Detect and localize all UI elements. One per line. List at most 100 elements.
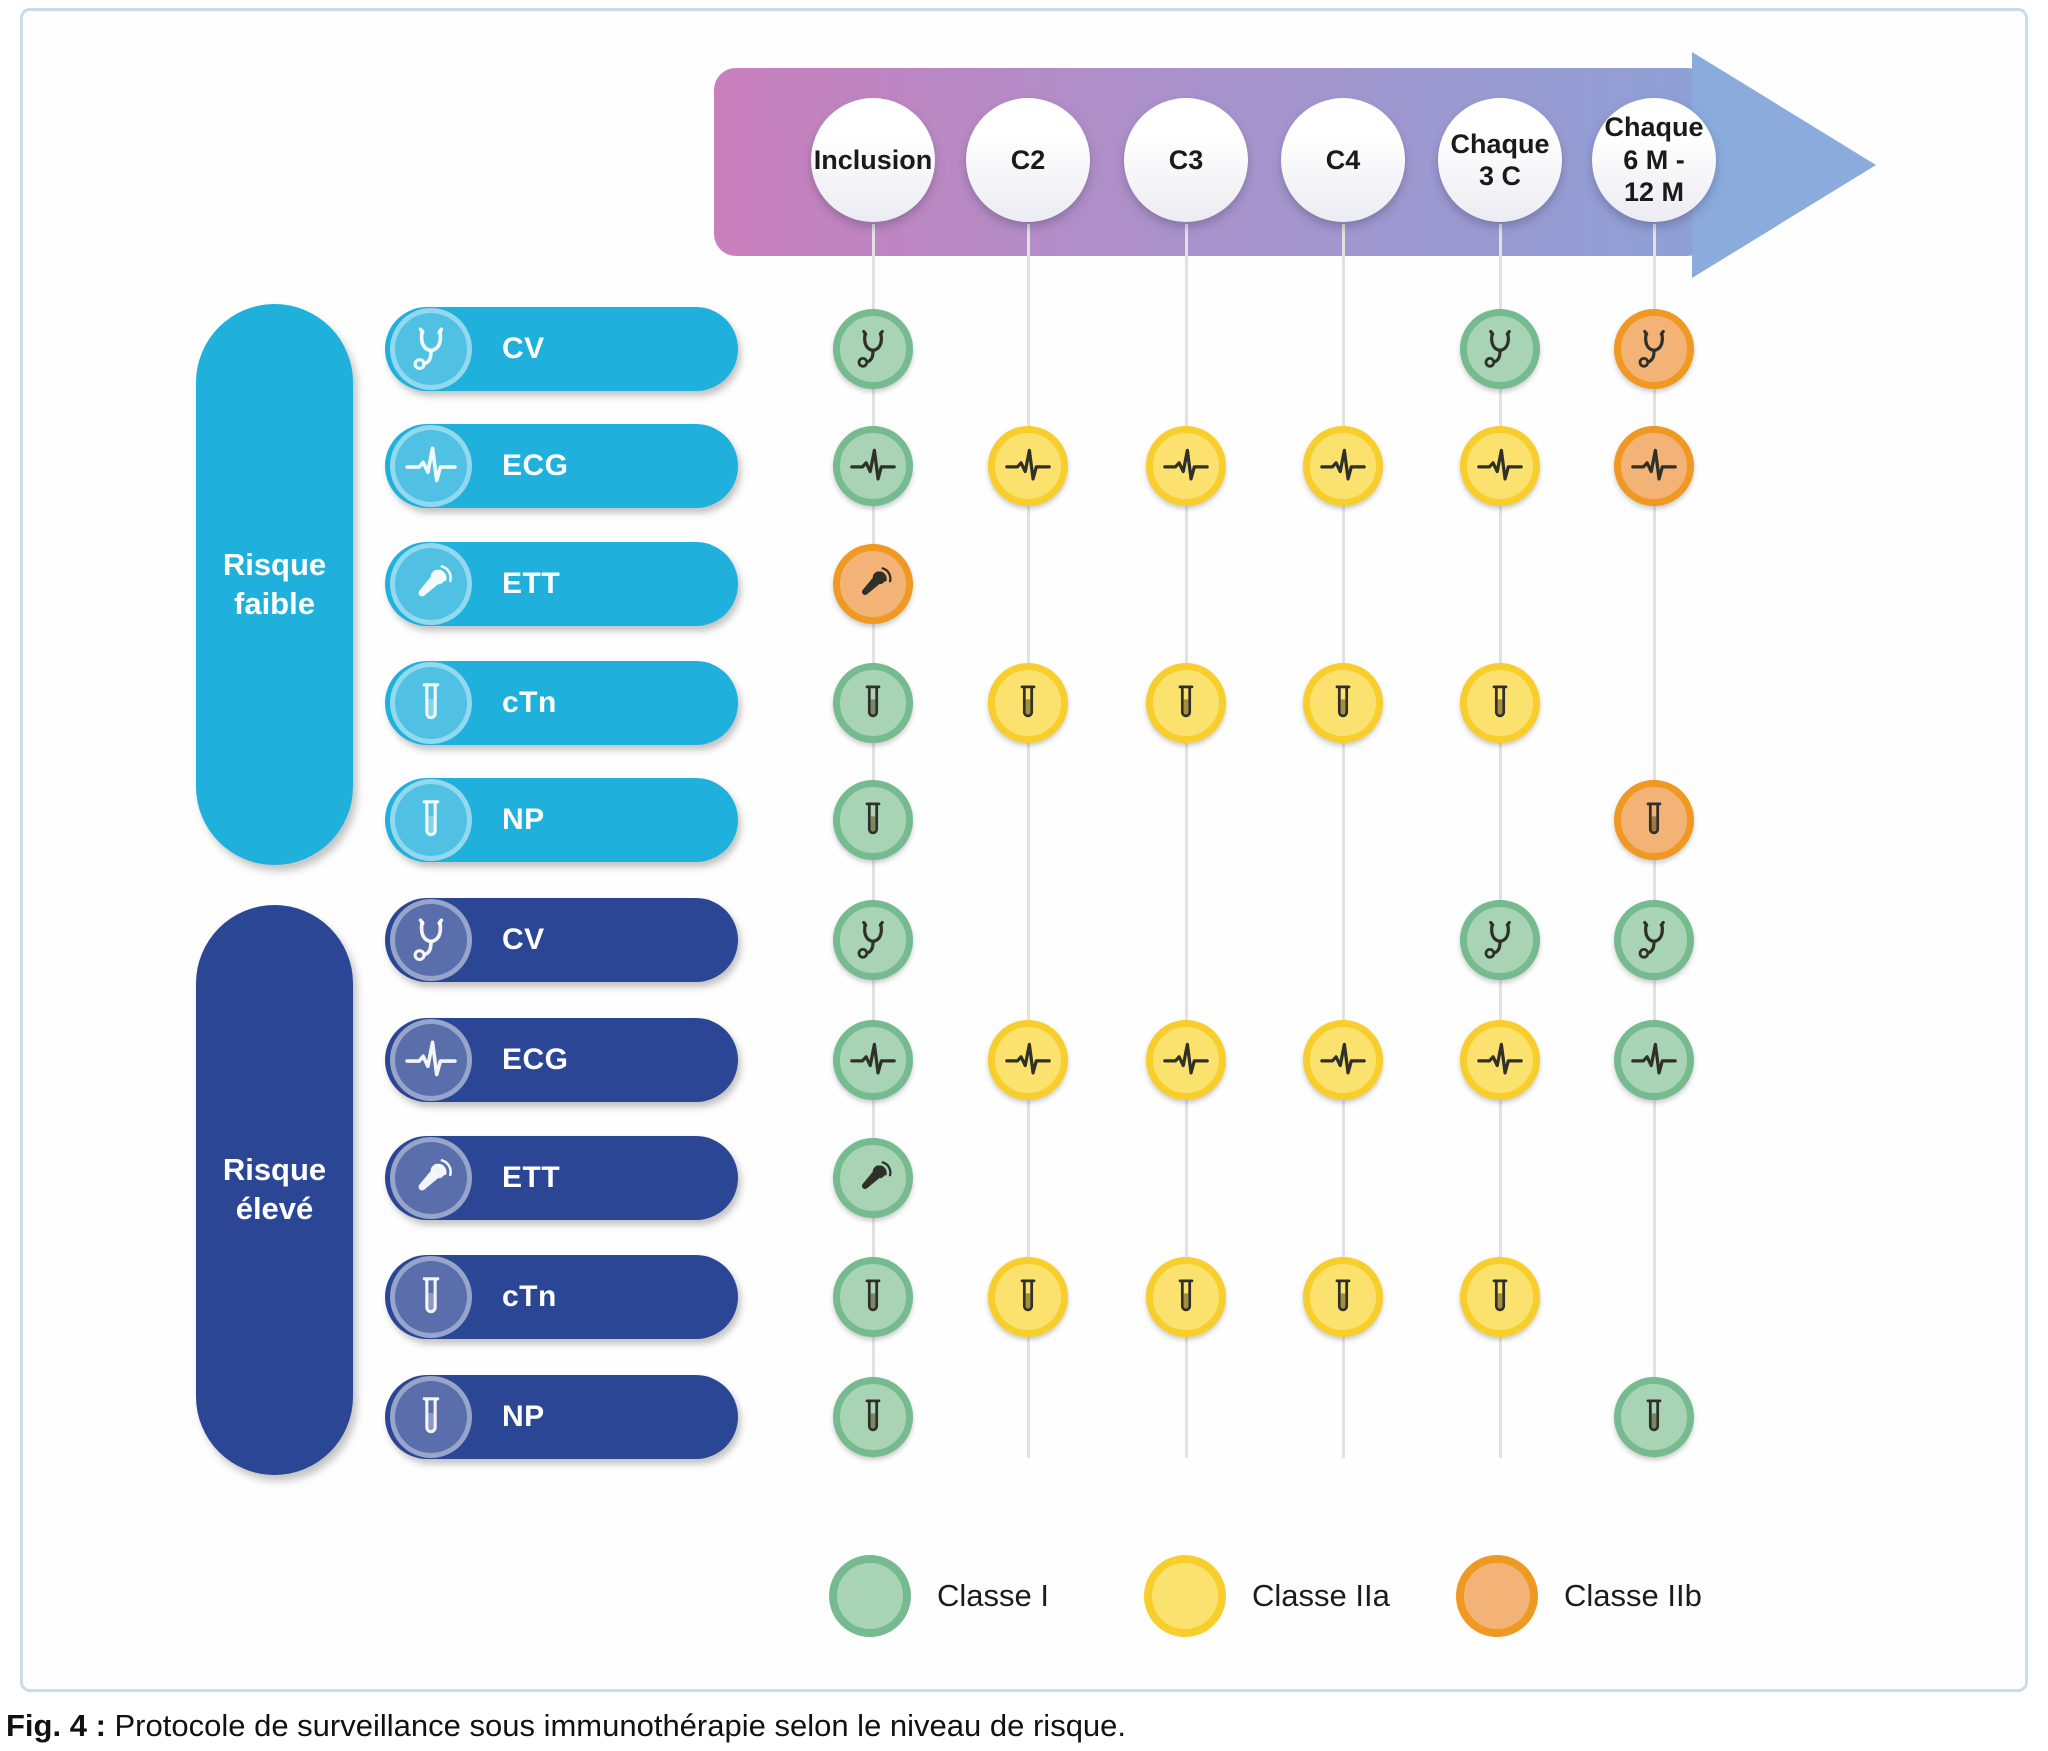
exam-pill-ctn: cTn bbox=[385, 661, 738, 745]
protocol-dot-np-inclusion bbox=[833, 780, 913, 860]
exam-pill-np: NP bbox=[385, 1375, 738, 1459]
caption-text: Protocole de surveillance sous immunothé… bbox=[105, 1708, 1127, 1743]
legend-label: Classe IIa bbox=[1252, 1578, 1390, 1613]
protocol-dot-cv-inclusion bbox=[833, 309, 913, 389]
tube-icon bbox=[390, 662, 472, 744]
timeline-column-chaque-3c: Chaque 3 C bbox=[1438, 98, 1562, 222]
tube-icon bbox=[1163, 1274, 1209, 1320]
ecg-icon bbox=[1005, 1037, 1051, 1083]
tube-icon bbox=[850, 797, 896, 843]
ett-icon bbox=[390, 543, 472, 625]
protocol-dot-ecg-c2 bbox=[988, 1020, 1068, 1100]
risk-rail-faible: Risque faible bbox=[196, 304, 353, 865]
protocol-dot-ctn-c4 bbox=[1303, 663, 1383, 743]
tube-icon bbox=[390, 1256, 472, 1338]
exam-pill-cv: CV bbox=[385, 307, 738, 391]
stethoscope-icon bbox=[1631, 917, 1677, 963]
exam-pill-label: ECG bbox=[502, 449, 569, 482]
protocol-dot-ctn-c4 bbox=[1303, 1257, 1383, 1337]
column-guide-line-c3 bbox=[1185, 224, 1188, 1458]
timeline-column-label: C3 bbox=[1168, 144, 1204, 175]
tube-icon bbox=[1631, 1394, 1677, 1440]
legend-label: Classe IIb bbox=[1564, 1578, 1702, 1613]
timeline-column-c4: C4 bbox=[1281, 98, 1405, 222]
tube-icon bbox=[1163, 680, 1209, 726]
tube-icon bbox=[1005, 1274, 1051, 1320]
protocol-dot-ecg-chaque-6m-12m bbox=[1614, 426, 1694, 506]
ecg-icon bbox=[1163, 1037, 1209, 1083]
legend-item-iib: Classe IIb bbox=[1456, 1555, 1702, 1637]
exam-pill-label: cTn bbox=[502, 686, 557, 719]
tube-icon bbox=[1631, 797, 1677, 843]
exam-pill-label: ETT bbox=[502, 567, 561, 600]
protocol-dot-cv-chaque-6m-12m bbox=[1614, 309, 1694, 389]
protocol-dot-ett-inclusion bbox=[833, 1138, 913, 1218]
ett-icon bbox=[850, 1155, 896, 1201]
column-guide-line-c4 bbox=[1342, 224, 1345, 1458]
timeline-column-label: Chaque 6 M - 12 M bbox=[1604, 112, 1704, 208]
exam-pill-label: cTn bbox=[502, 1280, 557, 1313]
ecg-icon bbox=[390, 1019, 472, 1101]
exam-pill-label: ECG bbox=[502, 1043, 569, 1076]
protocol-dot-cv-chaque-3c bbox=[1460, 309, 1540, 389]
protocol-dot-ctn-c3 bbox=[1146, 1257, 1226, 1337]
ecg-icon bbox=[1005, 443, 1051, 489]
protocol-dot-ctn-chaque-3c bbox=[1460, 663, 1540, 743]
figure-caption: Fig. 4 : Protocole de surveillance sous … bbox=[6, 1708, 1126, 1744]
tube-icon bbox=[390, 1376, 472, 1458]
exam-pill-ett: ETT bbox=[385, 1136, 738, 1220]
timeline-column-label: C4 bbox=[1325, 144, 1361, 175]
tube-icon bbox=[1477, 1274, 1523, 1320]
timeline-column-c2: C2 bbox=[966, 98, 1090, 222]
protocol-dot-ctn-inclusion bbox=[833, 1257, 913, 1337]
timeline-column-label: Inclusion bbox=[813, 144, 933, 175]
protocol-dot-ctn-c3 bbox=[1146, 663, 1226, 743]
legend-swatch-icon bbox=[829, 1555, 911, 1637]
ecg-icon bbox=[1477, 443, 1523, 489]
protocol-dot-cv-chaque-6m-12m bbox=[1614, 900, 1694, 980]
exam-pill-label: NP bbox=[502, 803, 545, 836]
risk-rail-eleve: Risque élevé bbox=[196, 905, 353, 1475]
legend-swatch-icon bbox=[1144, 1555, 1226, 1637]
protocol-dot-ecg-inclusion bbox=[833, 1020, 913, 1100]
exam-pill-ett: ETT bbox=[385, 542, 738, 626]
protocol-dot-cv-inclusion bbox=[833, 900, 913, 980]
protocol-dot-ecg-chaque-3c bbox=[1460, 1020, 1540, 1100]
timeline-column-label: C2 bbox=[1010, 144, 1046, 175]
ett-icon bbox=[390, 1137, 472, 1219]
stethoscope-icon bbox=[850, 326, 896, 372]
protocol-dot-ecg-c4 bbox=[1303, 1020, 1383, 1100]
legend-item-iia: Classe IIa bbox=[1144, 1555, 1390, 1637]
ecg-icon bbox=[1320, 443, 1366, 489]
timeline-column-label: Chaque 3 C bbox=[1450, 128, 1550, 191]
ecg-icon bbox=[850, 1037, 896, 1083]
ecg-icon bbox=[1320, 1037, 1366, 1083]
tube-icon bbox=[850, 1274, 896, 1320]
protocol-dot-ctn-c2 bbox=[988, 1257, 1068, 1337]
exam-pill-cv: CV bbox=[385, 898, 738, 982]
protocol-dot-ett-inclusion bbox=[833, 544, 913, 624]
ecg-icon bbox=[850, 443, 896, 489]
protocol-dot-ecg-chaque-3c bbox=[1460, 426, 1540, 506]
exam-pill-np: NP bbox=[385, 778, 738, 862]
protocol-dot-ecg-c4 bbox=[1303, 426, 1383, 506]
protocol-dot-np-inclusion bbox=[833, 1377, 913, 1457]
legend-label: Classe I bbox=[937, 1578, 1049, 1613]
tube-icon bbox=[1005, 680, 1051, 726]
tube-icon bbox=[390, 779, 472, 861]
protocol-dot-ecg-c3 bbox=[1146, 426, 1226, 506]
ecg-icon bbox=[390, 425, 472, 507]
exam-pill-label: CV bbox=[502, 923, 545, 956]
risk-rail-label: Risque faible bbox=[222, 546, 327, 621]
protocol-dot-ctn-chaque-3c bbox=[1460, 1257, 1540, 1337]
stethoscope-icon bbox=[850, 917, 896, 963]
protocol-dot-ecg-inclusion bbox=[833, 426, 913, 506]
protocol-dot-ecg-c2 bbox=[988, 426, 1068, 506]
protocol-dot-ecg-chaque-6m-12m bbox=[1614, 1020, 1694, 1100]
risk-rail-label: Risque élevé bbox=[222, 1152, 327, 1226]
exam-pill-label: CV bbox=[502, 332, 545, 365]
ecg-icon bbox=[1477, 1037, 1523, 1083]
exam-pill-label: NP bbox=[502, 1400, 545, 1433]
timeline-column-inclusion: Inclusion bbox=[811, 98, 935, 222]
